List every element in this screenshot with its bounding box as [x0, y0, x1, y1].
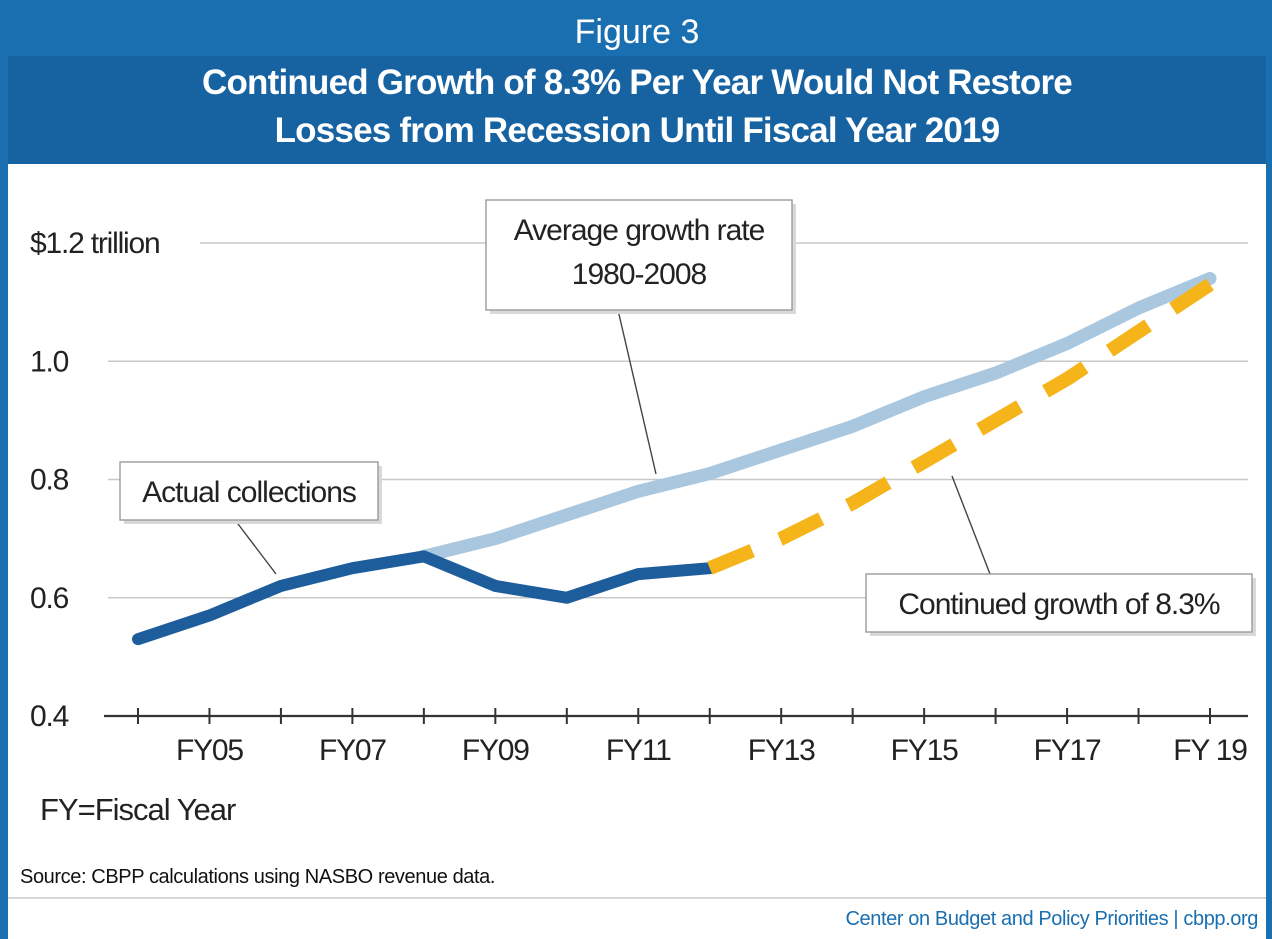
annotations: Average growth rate 1980-2008 Actual colle… [119, 199, 1256, 636]
x-tick-label: FY17 [1034, 734, 1101, 767]
chart-title-line-1: Continued Growth of 8.3% Per Year Would … [202, 63, 1073, 102]
y-tick-label: 0.6 [30, 582, 69, 615]
y-tick-label: 1.0 [30, 345, 69, 378]
title-band: Continued Growth of 8.3% Per Year Would … [8, 56, 1266, 164]
y-tick-label: 0.8 [30, 464, 69, 497]
fiscal-year-note: FY=Fiscal Year [40, 792, 236, 827]
series-lines [132, 271, 1217, 646]
chart-title-line-2: Losses from Recession Until Fiscal Year … [274, 111, 1001, 150]
annotation-continued-growth [865, 573, 1253, 633]
gridlines: $1.2 trillion 1.0 0.8 0.6 0.4 [30, 227, 1248, 733]
callout-text: Actual collections [142, 476, 356, 509]
annotation-actual-collections [119, 461, 379, 521]
figure-label: Figure 3 [574, 13, 700, 51]
x-tick-label: FY15 [891, 734, 958, 767]
callout-text: Average growth rate [514, 214, 765, 247]
x-tick-label: FY07 [319, 734, 386, 767]
source-note: Source: CBPP calculations using NASBO re… [20, 866, 496, 888]
y-tick-label: 0.4 [30, 700, 69, 733]
credit-line: Center on Budget and Policy Priorities |… [845, 908, 1259, 930]
x-tick-label: FY09 [462, 734, 529, 767]
x-tick-label: FY13 [748, 734, 815, 767]
average-growth-line [417, 271, 1217, 563]
continued-growth-line [707, 278, 1214, 575]
footer-divider [8, 897, 1266, 899]
x-tick-label: FY 19 [1173, 734, 1247, 767]
callout-text: Continued growth of 8.3% [898, 588, 1220, 621]
x-axis: FY05 FY07 FY09 FY11 FY13 FY15 FY17 FY 19 [104, 708, 1248, 767]
y-tick-label: $1.2 trillion [30, 227, 159, 260]
callout-text: 1980-2008 [572, 258, 707, 291]
annotation-average-growth [485, 199, 793, 311]
actual-collections-line [132, 550, 716, 646]
callout-leader [234, 519, 277, 575]
figure-header: Figure 3 Continued Growth of 8.3% Per Ye… [8, 4, 1266, 164]
callout-leader [617, 309, 657, 475]
x-tick-label: FY11 [606, 734, 671, 767]
callout-leader [951, 475, 991, 575]
x-tick-label: FY05 [176, 734, 243, 767]
